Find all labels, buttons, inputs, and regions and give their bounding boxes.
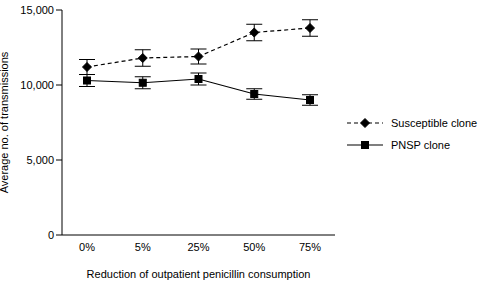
svg-text:50%: 50%	[243, 241, 265, 253]
svg-text:25%: 25%	[187, 241, 209, 253]
svg-text:Average no. of transmissions: Average no. of transmissions	[8, 51, 10, 193]
svg-text:75%: 75%	[299, 241, 321, 253]
svg-text:Reduction of outpatient penici: Reduction of outpatient penicillin consu…	[87, 268, 311, 280]
svg-text:10,000: 10,000	[20, 79, 54, 91]
svg-text:0: 0	[48, 229, 54, 241]
html-text:Susceptible clone: Susceptible clone	[391, 117, 478, 129]
svg-text:5,000: 5,000	[26, 154, 54, 166]
html-text:PNSP clone: PNSP clone	[391, 139, 451, 151]
svg-text:15,000: 15,000	[20, 4, 54, 16]
svg-text:0%: 0%	[79, 241, 95, 253]
svg-text:5%: 5%	[135, 241, 151, 253]
